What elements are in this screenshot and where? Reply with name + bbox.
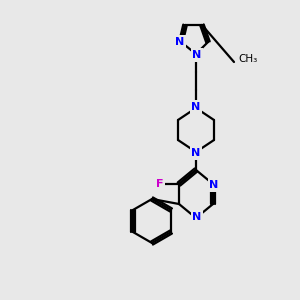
Text: F: F <box>156 179 164 189</box>
Text: N: N <box>176 37 184 47</box>
Text: N: N <box>192 212 202 222</box>
Text: N: N <box>192 50 202 60</box>
Text: CH₃: CH₃ <box>238 54 257 64</box>
Text: N: N <box>191 102 201 112</box>
Text: N: N <box>191 148 201 158</box>
Text: N: N <box>209 180 219 190</box>
